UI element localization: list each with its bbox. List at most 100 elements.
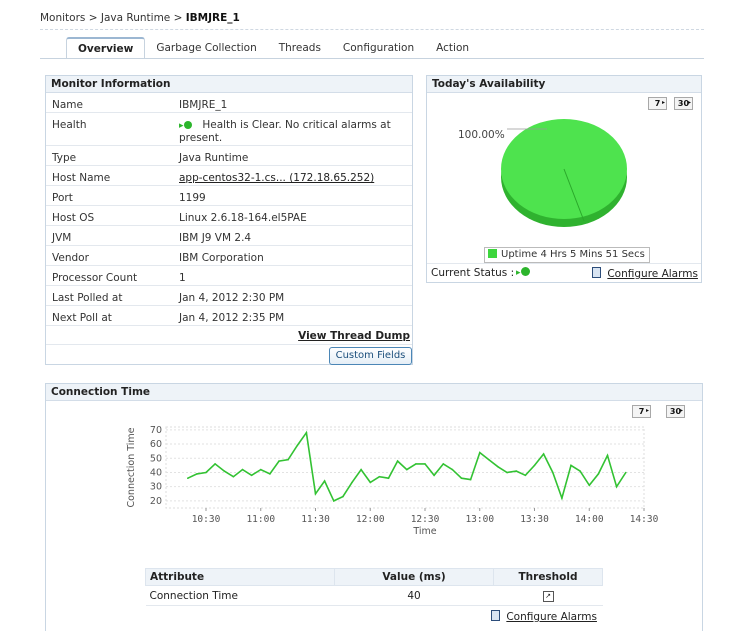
attribute-table: Attribute Value (ms) Threshold Connectio… (145, 568, 603, 606)
chart-x-tick-label: 10:30 (192, 514, 221, 525)
configure-alarms-link[interactable]: Configure Alarms (491, 610, 597, 623)
info-value: IBM Corporation (179, 252, 264, 264)
info-row-next-poll: Next Poll at Jan 4, 2012 2:35 PM (46, 306, 412, 326)
period-30-days-button[interactable]: 30 ▸ (674, 97, 693, 110)
breadcrumb-separator: > (173, 12, 183, 24)
chart-data-point (387, 477, 390, 479)
chart-data-point (570, 464, 572, 467)
chart-data-point (424, 463, 426, 465)
breadcrumb-java-runtime[interactable]: Java Runtime (100, 12, 171, 24)
chart-y-tick-label: 50 (150, 453, 162, 464)
chart-x-tick-label: 11:30 (301, 514, 330, 525)
info-row-host-os: Host OS Linux 2.6.18-164.el5PAE (46, 206, 412, 226)
info-row-type: Type Java Runtime (46, 146, 412, 166)
tab-configuration[interactable]: Configuration (342, 42, 415, 54)
chart-x-tick-label: 11:00 (246, 514, 275, 525)
chart-y-tick-label: 20 (150, 496, 162, 507)
attribute-cell: Connection Time (145, 585, 335, 606)
alarm-icon (491, 610, 500, 621)
period-label: 7 (654, 99, 661, 108)
threshold-edit-icon[interactable]: ↗ (542, 591, 554, 602)
info-key: Host OS (52, 212, 95, 224)
chart-data-point (533, 464, 536, 467)
info-value: 1199 (179, 192, 206, 204)
breadcrumb-separator: > (88, 12, 98, 24)
period-label: 30 (677, 99, 690, 108)
chart-data-point (187, 477, 189, 479)
chart-data-point (342, 495, 344, 498)
connection-time-panel: Connection Time 7 ▸ 30 ▸ 20 30 40 50 60 70 10:3… (45, 383, 703, 631)
period-arrow-icon: ▸ (645, 407, 649, 414)
chart-data-point (506, 471, 508, 474)
info-key: Next Poll at (52, 312, 112, 324)
custom-fields-button[interactable]: Custom Fields (329, 347, 412, 365)
chart-data-point (433, 474, 435, 477)
legend-swatch (488, 249, 497, 258)
chart-data-point (323, 480, 326, 482)
info-row-jvm: JVM IBM J9 VM 2.4 (46, 226, 412, 246)
value-cell: 40 (334, 585, 494, 606)
tab-garbage-collection[interactable]: Garbage Collection (156, 42, 257, 54)
info-value: Linux 2.6.18-164.el5PAE (179, 212, 307, 224)
tab-overview[interactable]: Overview (66, 37, 146, 59)
panel-title: Today's Availability (427, 76, 701, 93)
info-value: Java Runtime (179, 152, 249, 164)
info-row-name: Name IBMJRE_1 (46, 93, 412, 113)
todays-availability-panel: Today's Availability 7 ▸ 30 ▸ 100.00% Upti… (426, 75, 702, 283)
period-7-days-button[interactable]: 7 ▸ (648, 97, 667, 110)
period-7-days-button[interactable]: 7 ▸ (632, 405, 651, 418)
connection-time-points (187, 431, 627, 502)
info-row-port: Port 1199 (46, 186, 412, 206)
chart-data-point (561, 497, 563, 499)
chart-data-point (260, 468, 262, 471)
chart-data-point (451, 468, 454, 471)
chart-data-point (552, 471, 554, 474)
tab-action[interactable]: Action (436, 42, 470, 54)
info-key: Port (52, 192, 73, 204)
chart-data-point (406, 468, 408, 471)
chart-data-point (460, 477, 463, 479)
info-value: Jan 4, 2012 2:35 PM (179, 312, 285, 324)
chart-data-point (442, 463, 445, 465)
threshold-cell: ↗ (493, 585, 603, 606)
chart-data-point (305, 431, 308, 434)
configure-alarms-link[interactable]: Configure Alarms (592, 267, 698, 280)
info-key: Name (52, 99, 83, 111)
period-30-days-button[interactable]: 30 ▸ (666, 405, 685, 418)
info-key: Processor Count (52, 272, 138, 284)
info-value-wrap: ▸ Health is Clear. No critical alarms at… (179, 119, 404, 144)
chart-x-tick-label: 13:30 (520, 514, 549, 525)
info-row-vendor: Vendor IBM Corporation (46, 246, 412, 266)
chart-data-point (479, 451, 481, 454)
info-value: Jan 4, 2012 2:30 PM (179, 292, 285, 304)
info-row-host-name: Host Name app-centos32-1.cs... (172.18.6… (46, 166, 412, 186)
breadcrumb-monitors[interactable]: Monitors (40, 12, 86, 24)
chart-data-point (415, 463, 417, 465)
configure-alarms-label: Configure Alarms (506, 611, 597, 623)
chart-data-point (542, 453, 545, 455)
alarm-icon (592, 267, 601, 278)
connection-time-series-line (187, 430, 627, 502)
status-up-icon: ▸ (516, 267, 530, 278)
table-row: Connection Time 40 ↗ (145, 585, 603, 606)
chart-data-point (223, 470, 226, 472)
chart-data-point (488, 458, 490, 461)
chart-data-point (278, 460, 280, 462)
availability-pie-chart: 100.00% (458, 119, 627, 227)
host-name-link[interactable]: app-centos32-1.cs... (172.18.65.252) (179, 172, 375, 184)
table-header-row: Attribute Value (ms) Threshold (145, 568, 603, 586)
chart-data-point (214, 463, 216, 465)
chart-data-point (205, 471, 207, 474)
info-key: Vendor (52, 252, 89, 264)
info-value: IBMJRE_1 (179, 99, 228, 111)
chart-x-tick-label: 13:00 (465, 514, 494, 525)
tab-divider (40, 58, 704, 59)
info-row-last-polled: Last Polled at Jan 4, 2012 2:30 PM (46, 286, 412, 306)
tab-threads[interactable]: Threads (278, 42, 321, 54)
chart-data-point (369, 481, 372, 484)
info-key: Health (52, 119, 87, 131)
chart-x-axis: 10:30 11:00 11:30 12:00 12:30 13:00 13:30 14:00… (192, 508, 659, 525)
chart-grid (165, 426, 645, 509)
chart-data-point (625, 471, 627, 474)
view-thread-dump-link[interactable]: View Thread Dump (298, 330, 410, 342)
